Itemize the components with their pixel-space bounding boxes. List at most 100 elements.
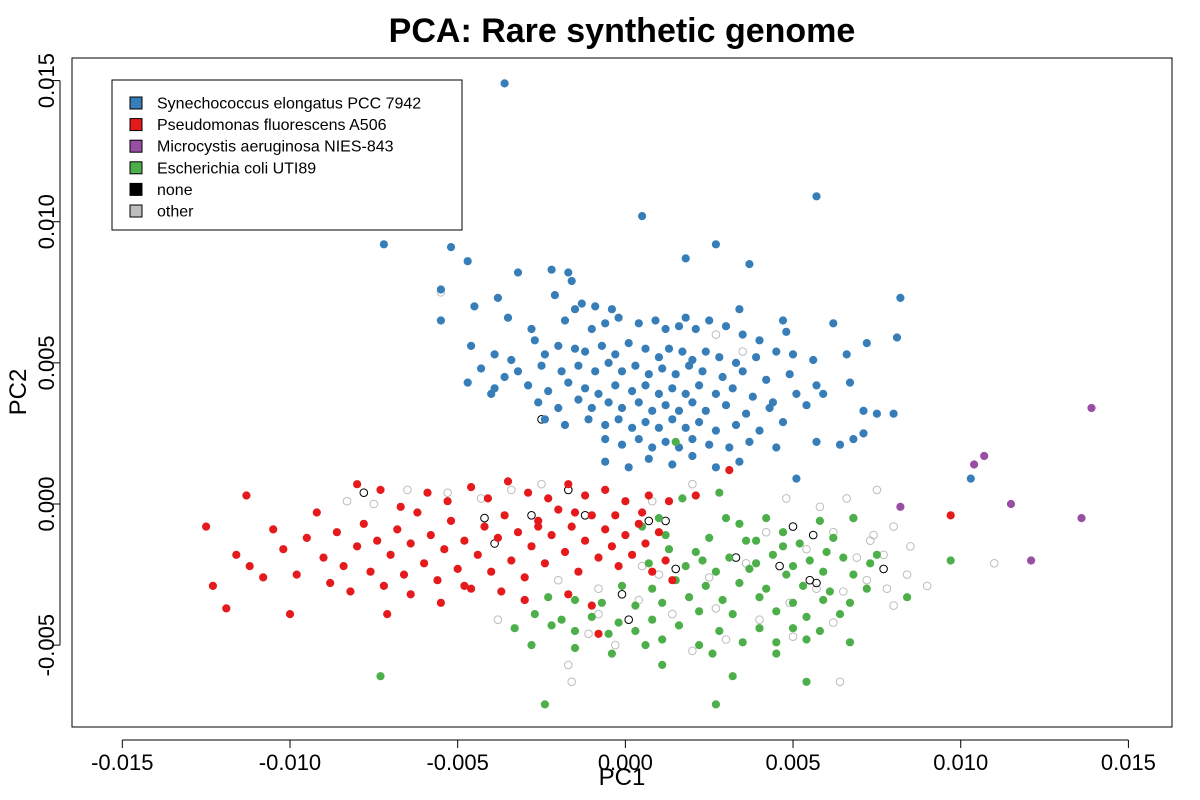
point-pseudomonas-fluorescens-a506 <box>587 601 596 610</box>
point-escherichia-coli-uti89 <box>544 593 553 602</box>
point-synechococcus-elongatus-pcc-7942 <box>601 435 610 444</box>
point-synechococcus-elongatus-pcc-7942 <box>634 435 643 444</box>
point-other <box>852 553 862 562</box>
point-escherichia-coli-uti89 <box>641 640 650 650</box>
point-other <box>611 640 620 650</box>
point-microcystis-aeruginosa-nies-843 <box>896 502 905 511</box>
point-pseudomonas-fluorescens-a506 <box>346 587 355 596</box>
point-other <box>443 488 452 498</box>
point-synechococcus-elongatus-pcc-7942 <box>694 418 704 427</box>
point-escherichia-coli-uti89 <box>802 612 811 622</box>
point-synechococcus-elongatus-pcc-7942 <box>594 389 603 399</box>
point-none <box>624 615 634 625</box>
point-escherichia-coli-uti89 <box>725 553 734 562</box>
point-synechococcus-elongatus-pcc-7942 <box>614 313 623 322</box>
point-other <box>584 629 593 639</box>
point-synechococcus-elongatus-pcc-7942 <box>688 398 697 407</box>
point-synechococcus-elongatus-pcc-7942 <box>845 378 855 387</box>
point-synechococcus-elongatus-pcc-7942 <box>748 392 757 401</box>
point-other <box>594 584 603 594</box>
point-synechococcus-elongatus-pcc-7942 <box>617 403 627 413</box>
point-pseudomonas-fluorescens-a506 <box>654 528 664 537</box>
point-escherichia-coli-uti89 <box>631 626 640 636</box>
point-synechococcus-elongatus-pcc-7942 <box>782 327 791 336</box>
point-pseudomonas-fluorescens-a506 <box>319 553 328 562</box>
x-tick-label: -0.005 <box>426 750 488 775</box>
point-none <box>359 488 369 498</box>
point-pseudomonas-fluorescens-a506 <box>467 483 476 492</box>
point-synechococcus-elongatus-pcc-7942 <box>755 426 764 435</box>
point-pseudomonas-fluorescens-a506 <box>312 508 321 517</box>
point-synechococcus-elongatus-pcc-7942 <box>678 347 687 356</box>
point-escherichia-coli-uti89 <box>772 638 781 647</box>
point-synechococcus-elongatus-pcc-7942 <box>624 463 633 472</box>
point-pseudomonas-fluorescens-a506 <box>614 561 623 571</box>
y-tick-label: 0.005 <box>34 335 59 390</box>
point-escherichia-coli-uti89 <box>768 550 778 559</box>
point-escherichia-coli-uti89 <box>681 561 690 571</box>
point-synechococcus-elongatus-pcc-7942 <box>611 381 620 390</box>
legend-label: other <box>157 204 194 221</box>
point-synechococcus-elongatus-pcc-7942 <box>809 355 818 365</box>
point-pseudomonas-fluorescens-a506 <box>503 477 513 486</box>
point-other <box>865 536 875 546</box>
point-escherichia-coli-uti89 <box>648 615 657 624</box>
point-synechococcus-elongatus-pcc-7942 <box>467 341 476 351</box>
point-pseudomonas-fluorescens-a506 <box>353 542 362 551</box>
point-synechococcus-elongatus-pcc-7942 <box>705 316 714 325</box>
point-escherichia-coli-uti89 <box>691 547 700 557</box>
legend-label: Microcystis aeruginosa NIES-843 <box>157 139 394 156</box>
point-synechococcus-elongatus-pcc-7942 <box>436 285 446 294</box>
point-synechococcus-elongatus-pcc-7942 <box>889 409 898 418</box>
point-escherichia-coli-uti89 <box>849 513 858 523</box>
point-escherichia-coli-uti89 <box>788 561 798 571</box>
point-synechococcus-elongatus-pcc-7942 <box>446 243 456 252</box>
point-synechococcus-elongatus-pcc-7942 <box>557 367 566 376</box>
legend-swatch <box>129 139 143 153</box>
y-tick-label: 0.015 <box>34 53 59 108</box>
point-synechococcus-elongatus-pcc-7942 <box>751 353 761 362</box>
point-pseudomonas-fluorescens-a506 <box>644 491 653 500</box>
point-synechococcus-elongatus-pcc-7942 <box>731 420 741 430</box>
point-other <box>802 544 811 554</box>
point-escherichia-coli-uti89 <box>617 581 627 591</box>
point-synechococcus-elongatus-pcc-7942 <box>604 398 613 407</box>
x-tick-label: -0.015 <box>91 750 153 775</box>
point-synechococcus-elongatus-pcc-7942 <box>601 420 610 430</box>
point-escherichia-coli-uti89 <box>745 564 754 574</box>
point-pseudomonas-fluorescens-a506 <box>426 530 435 540</box>
point-pseudomonas-fluorescens-a506 <box>383 609 392 619</box>
point-pseudomonas-fluorescens-a506 <box>420 559 429 568</box>
point-synechococcus-elongatus-pcc-7942 <box>738 367 747 376</box>
point-other <box>869 530 878 540</box>
point-synechococcus-elongatus-pcc-7942 <box>701 347 710 356</box>
point-pseudomonas-fluorescens-a506 <box>547 530 556 540</box>
point-synechococcus-elongatus-pcc-7942 <box>503 313 513 322</box>
point-synechococcus-elongatus-pcc-7942 <box>500 79 509 88</box>
point-pseudomonas-fluorescens-a506 <box>396 502 405 511</box>
point-synechococcus-elongatus-pcc-7942 <box>668 415 677 424</box>
point-escherichia-coli-uti89 <box>705 533 714 543</box>
point-escherichia-coli-uti89 <box>805 556 814 565</box>
point-pseudomonas-fluorescens-a506 <box>245 561 254 571</box>
point-escherichia-coli-uti89 <box>604 629 613 638</box>
point-escherichia-coli-uti89 <box>735 578 744 588</box>
point-none <box>808 530 818 540</box>
point-escherichia-coli-uti89 <box>684 593 694 602</box>
point-escherichia-coli-uti89 <box>755 593 764 602</box>
point-synechococcus-elongatus-pcc-7942 <box>671 370 680 379</box>
point-pseudomonas-fluorescens-a506 <box>487 567 496 576</box>
point-other <box>922 581 932 591</box>
point-synechococcus-elongatus-pcc-7942 <box>661 401 670 410</box>
point-synechococcus-elongatus-pcc-7942 <box>617 440 627 449</box>
legend-swatch <box>129 182 143 196</box>
point-pseudomonas-fluorescens-a506 <box>339 561 348 571</box>
point-synechococcus-elongatus-pcc-7942 <box>584 415 593 424</box>
legend-box <box>111 79 463 231</box>
point-escherichia-coli-uti89 <box>802 677 811 686</box>
legend-label: Synechococcus elongatus PCC 7942 <box>157 96 421 113</box>
point-pseudomonas-fluorescens-a506 <box>440 545 449 554</box>
point-escherichia-coli-uti89 <box>510 624 519 633</box>
point-synechococcus-elongatus-pcc-7942 <box>842 350 851 359</box>
point-pseudomonas-fluorescens-a506 <box>332 528 342 537</box>
